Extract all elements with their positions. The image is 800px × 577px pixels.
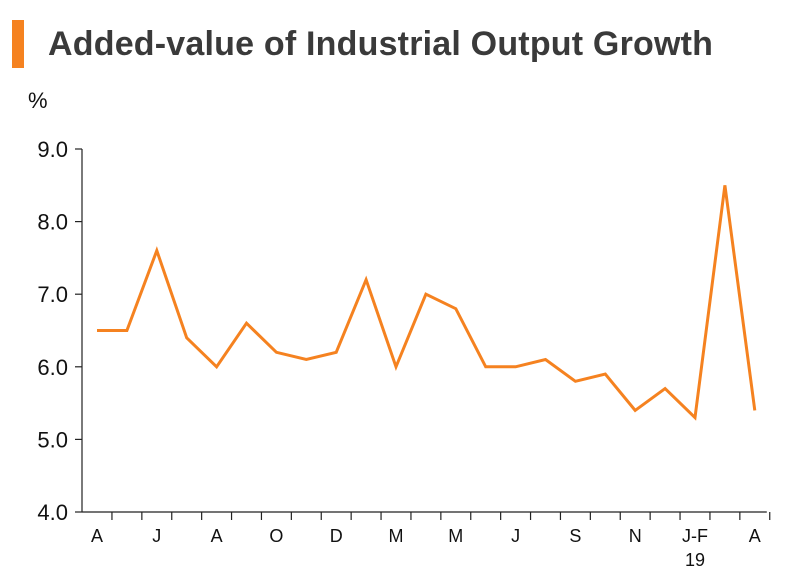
x-tick-label: A	[749, 526, 761, 546]
chart-axes	[81, 149, 767, 513]
y-tick-label: 6.0	[37, 355, 68, 380]
x-tick-label: M	[389, 526, 404, 546]
chart-title-block: Added-value of Industrial Output Growth	[12, 18, 713, 70]
y-tick-label: 8.0	[37, 210, 68, 235]
y-tick-label: 4.0	[37, 500, 68, 525]
y-tick-label: 9.0	[37, 137, 68, 162]
y-tick-label: 7.0	[37, 282, 68, 307]
chart-title: Added-value of Industrial Output Growth	[48, 24, 714, 63]
x-tick-label: J-F	[682, 526, 708, 546]
y-axis-ticks: 4.0 5.0 6.0 7.0 8.0 9.0	[37, 137, 82, 525]
x-tick-label: M	[448, 526, 463, 546]
chart-series	[97, 185, 757, 421]
x-tick-label: J	[511, 526, 520, 546]
series-line	[97, 185, 757, 421]
title-accent-bar	[12, 20, 24, 68]
x-tick-label: S	[569, 526, 581, 546]
x-tick-label: A	[211, 526, 223, 546]
x-tick-label: D	[330, 526, 343, 546]
y-tick-label: 5.0	[37, 427, 68, 452]
x-axis-ticks: A J A O D M M J S N J-F 19 A	[91, 512, 771, 570]
y-axis-unit-label: %	[28, 88, 48, 113]
x-tick-label: A	[91, 526, 103, 546]
x-tick-label: J	[152, 526, 161, 546]
x-tick-sublabel: 19	[685, 550, 705, 570]
x-tick-label: N	[629, 526, 642, 546]
x-tick-label: O	[269, 526, 283, 546]
